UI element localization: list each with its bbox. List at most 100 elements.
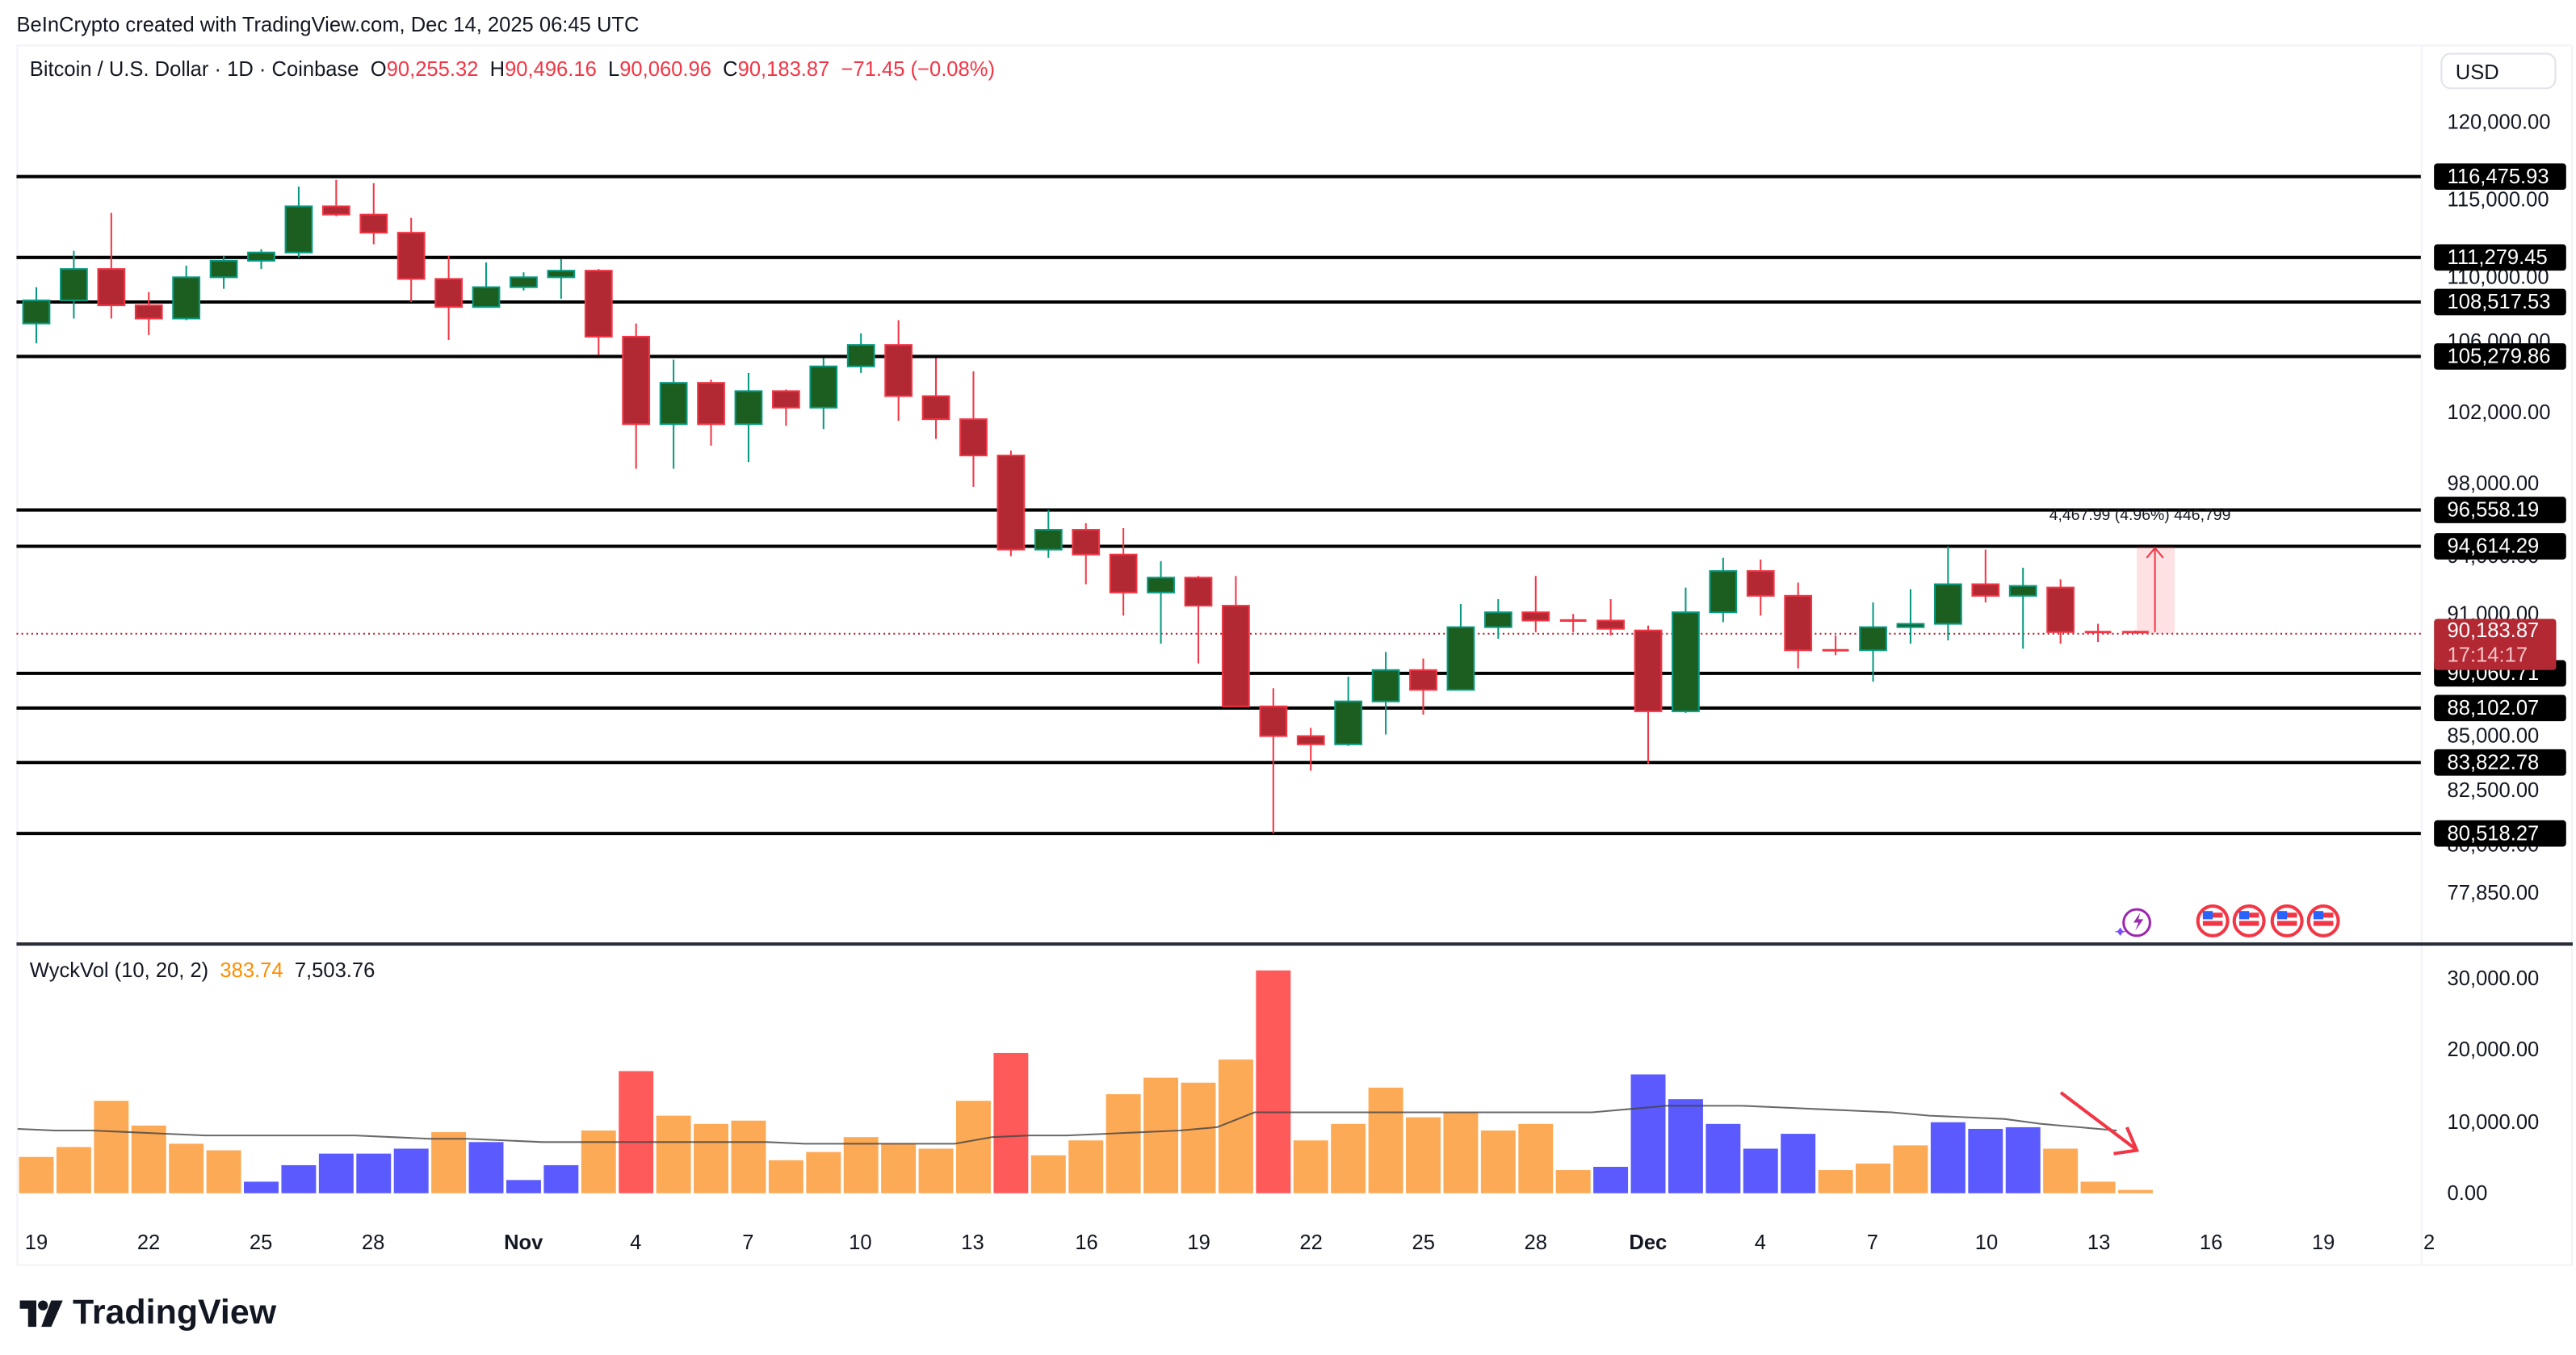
time-tick-label: Dec: [1629, 1231, 1668, 1255]
volume-bar: [1181, 1082, 1216, 1193]
currency-button[interactable]: USD: [2440, 52, 2557, 90]
volume-bar: [731, 1120, 766, 1193]
symbol-legend: Bitcoin / U.S. Dollar · 1D · Coinbase O9…: [29, 57, 995, 82]
candle-body: [172, 276, 201, 320]
volume-tick-label: 20,000.00: [2447, 1038, 2540, 1062]
close-value: 90,183.87: [737, 57, 830, 82]
symbol-name[interactable]: Bitcoin / U.S. Dollar · 1D · Coinbase: [29, 57, 359, 82]
indicator-name[interactable]: WyckVol (10, 20, 2): [29, 959, 209, 983]
candle-body: [1896, 623, 1925, 628]
tradingview-logo[interactable]: TradingView: [19, 1294, 277, 1333]
volume-bar: [1555, 1170, 1591, 1193]
volume-bar: [393, 1148, 429, 1193]
us-flag-event-icon[interactable]: [2270, 904, 2304, 938]
level-price-label: 105,279.86: [2434, 343, 2566, 370]
volume-bar: [1593, 1166, 1629, 1193]
candle-body: [22, 299, 51, 325]
level-price-label: 116,475.93: [2434, 163, 2566, 191]
annotation-arrow-icon: [2059, 1091, 2137, 1151]
price-tick-label: 82,500.00: [2447, 778, 2540, 803]
volume-bar: [131, 1125, 166, 1193]
measure-tool-label[interactable]: 4,467.99 (4.96%) 446,799: [2049, 506, 2231, 525]
volume-bar: [993, 1052, 1029, 1193]
volume-bar: [918, 1148, 954, 1193]
change-value: −71.45 (−0.08%): [841, 57, 995, 82]
bar-countdown: 17:14:17: [2447, 644, 2528, 667]
tradingview-logo-icon: [19, 1300, 63, 1328]
measure-tool-arrowhead: [2146, 546, 2164, 559]
chart-frame: [16, 44, 2573, 1266]
price-tick-label: 77,850.00: [2447, 881, 2540, 905]
time-tick-label: 2: [2423, 1231, 2435, 1255]
volume-bar: [1705, 1123, 1741, 1193]
candle-body: [1034, 529, 1063, 551]
volume-bar: [806, 1152, 841, 1193]
time-tick-label: 22: [1299, 1231, 1323, 1255]
volume-bar: [2005, 1126, 2041, 1193]
volume-bar: [506, 1180, 541, 1193]
us-flag-event-icon[interactable]: [2232, 904, 2266, 938]
candle-body: [209, 259, 238, 279]
volume-bar: [1818, 1170, 1853, 1193]
pane-separator[interactable]: [16, 942, 2573, 946]
candle-body: [359, 213, 388, 234]
annotation-arrowhead: [2113, 1126, 2140, 1156]
ai-lightning-icon[interactable]: [2114, 908, 2151, 938]
volume-bar: [1781, 1134, 1816, 1193]
candle-body: [771, 390, 800, 409]
us-flag-event-icon[interactable]: [2196, 904, 2230, 938]
low-value: 90,060.96: [619, 57, 711, 82]
indicator-value-2: 7,503.76: [294, 959, 375, 983]
time-tick-label: 4: [630, 1231, 642, 1255]
volume-bar: [244, 1181, 279, 1193]
time-tick-label: 16: [2199, 1231, 2223, 1255]
candle-body: [97, 268, 126, 307]
volume-bar: [1668, 1099, 1703, 1193]
candle-body: [959, 418, 988, 457]
level-price-label: 111,279.45: [2434, 244, 2566, 271]
time-tick-label: 19: [2311, 1231, 2335, 1255]
volume-bar: [619, 1071, 654, 1193]
volume-bar: [694, 1123, 729, 1193]
time-tick-label: 19: [1187, 1231, 1210, 1255]
candle-body: [434, 278, 463, 308]
price-tick-label: 98,000.00: [2447, 472, 2540, 496]
volume-bar: [1630, 1074, 1666, 1193]
volume-bar: [1856, 1163, 1891, 1193]
volume-bar: [1256, 970, 1291, 1193]
volume-bar: [94, 1101, 129, 1193]
candle-body: [247, 251, 275, 262]
candle-body: [1296, 735, 1325, 745]
price-tick-label: 115,000.00: [2447, 187, 2549, 212]
credit-text: BeInCrypto created with TradingView.com,…: [16, 13, 640, 36]
candle-body: [1371, 669, 1400, 703]
volume-tick-label: 0.00: [2447, 1181, 2488, 1205]
candle-body: [284, 205, 313, 254]
time-tick-label: 25: [249, 1231, 273, 1255]
current-price-label: 90,183.87 17:14:17: [2434, 619, 2557, 670]
volume-bar: [318, 1153, 354, 1193]
time-tick-label: 19: [24, 1231, 48, 1255]
volume-legend: WyckVol (10, 20, 2) 383.74 7,503.76: [30, 959, 375, 982]
volume-ma-line: [17, 1105, 2117, 1145]
volume-bar: [468, 1142, 504, 1193]
volume-bar: [19, 1156, 54, 1193]
candle-body: [1072, 529, 1101, 556]
candle-body: [1222, 605, 1250, 707]
volume-bar: [2080, 1181, 2116, 1193]
time-tick-label: Nov: [504, 1231, 543, 1255]
us-flag-event-icon[interactable]: [2306, 904, 2340, 938]
candle-body: [734, 390, 763, 426]
volume-bar: [843, 1137, 879, 1193]
volume-bar: [1030, 1155, 1066, 1193]
candle-body: [659, 382, 688, 426]
time-tick-label: 25: [1412, 1231, 1435, 1255]
candle-body: [1709, 570, 1738, 614]
volume-bar: [1443, 1112, 1479, 1193]
volume-bar: [2043, 1148, 2079, 1193]
high-value: 90,496.16: [505, 57, 597, 82]
candle-body: [472, 286, 501, 308]
level-price-label: 88,102.07: [2434, 694, 2566, 722]
